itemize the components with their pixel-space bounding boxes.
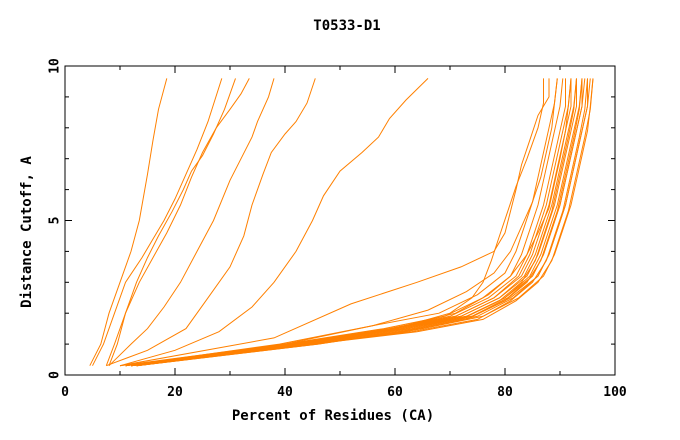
x-tick-label: 40 (277, 385, 293, 400)
series-line-model-06 (106, 78, 316, 367)
x-tick-label: 60 (387, 385, 403, 400)
series-line-model-25 (125, 78, 577, 367)
y-tick-label: 0 (48, 371, 63, 379)
series-line-model-18 (136, 78, 594, 367)
series-line-model-17 (136, 78, 588, 367)
series-line-model-20 (130, 78, 577, 367)
series-line-model-22 (130, 78, 586, 367)
series-line-model-05 (108, 78, 275, 367)
series-line-model-19 (130, 78, 583, 367)
series-line-model-07 (119, 78, 429, 367)
series-line-model-01 (89, 78, 168, 366)
x-axis-title: Percent of Residues (CA) (232, 408, 434, 424)
series-line-model-03 (105, 78, 250, 366)
series-line-model-26 (136, 78, 594, 367)
y-axis-title: Distance Cutoff, A (19, 156, 35, 308)
y-tick-label: 5 (48, 217, 63, 225)
x-tick-label: 100 (603, 385, 627, 400)
x-tick-label: 20 (167, 385, 183, 400)
series-line-model-04 (92, 78, 223, 366)
series-layer (89, 78, 594, 367)
y-tick-label: 10 (48, 58, 63, 74)
x-axis: 0 20 40 60 80 100 (61, 66, 627, 400)
series-line-model-11 (125, 78, 564, 367)
series-line-model-09 (119, 78, 550, 367)
series-line-model-21 (125, 78, 572, 367)
series-line-model-10 (125, 78, 558, 367)
y-axis: 0 5 10 (48, 58, 615, 379)
series-line-model-27 (130, 78, 558, 367)
x-tick-label: 0 (61, 385, 69, 400)
x-tick-label: 80 (497, 385, 513, 400)
series-line-model-28 (125, 78, 572, 367)
chart-title: T0533-D1 (313, 18, 380, 34)
